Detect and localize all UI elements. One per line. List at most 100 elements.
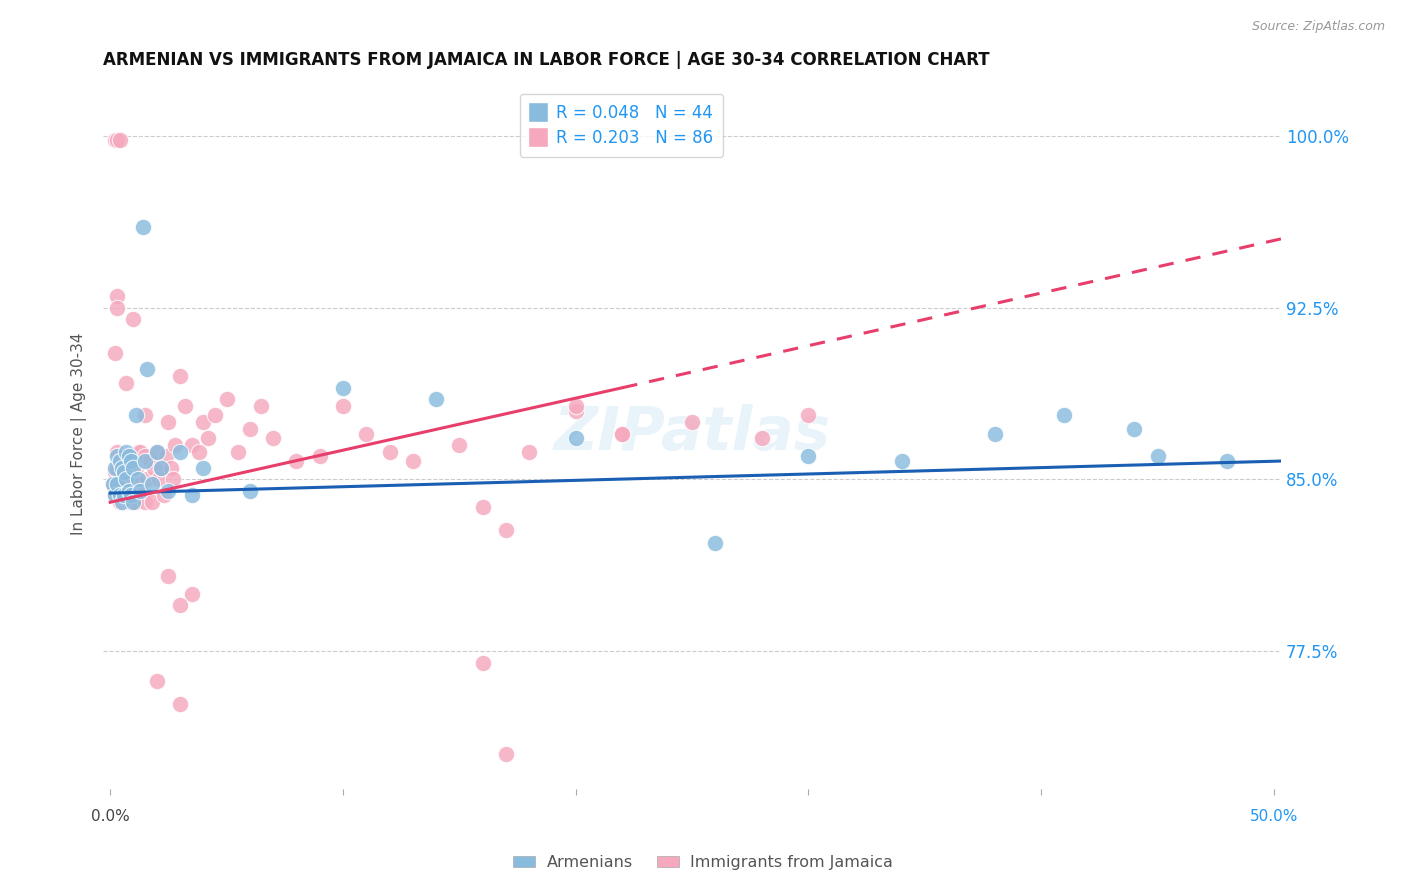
Immigrants from Jamaica	[332, 399, 354, 413]
Armenians	[120, 488, 142, 502]
Immigrants from Jamaica	[105, 445, 128, 459]
Armenians	[115, 445, 138, 459]
Armenians	[141, 477, 163, 491]
Armenians	[136, 362, 159, 376]
Immigrants from Jamaica	[162, 472, 184, 486]
Immigrants from Jamaica	[159, 461, 181, 475]
Armenians	[150, 461, 173, 475]
Immigrants from Jamaica	[118, 495, 141, 509]
Immigrants from Jamaica	[127, 477, 149, 491]
Immigrants from Jamaica	[145, 673, 167, 688]
Immigrants from Jamaica	[139, 454, 162, 468]
Armenians	[122, 495, 145, 509]
Armenians	[118, 450, 141, 464]
Immigrants from Jamaica	[471, 656, 494, 670]
Immigrants from Jamaica	[152, 488, 174, 502]
Immigrants from Jamaica	[239, 422, 262, 436]
Immigrants from Jamaica	[101, 477, 124, 491]
Armenians	[111, 461, 134, 475]
Immigrants from Jamaica	[285, 454, 308, 468]
Armenians	[890, 454, 912, 468]
Immigrants from Jamaica	[187, 445, 209, 459]
Armenians	[239, 483, 262, 498]
Immigrants from Jamaica	[681, 415, 703, 429]
Immigrants from Jamaica	[122, 454, 145, 468]
Armenians	[157, 483, 180, 498]
Immigrants from Jamaica	[134, 409, 156, 423]
Immigrants from Jamaica	[104, 133, 127, 147]
Immigrants from Jamaica	[111, 477, 134, 491]
Immigrants from Jamaica	[125, 495, 148, 509]
Immigrants from Jamaica	[104, 488, 127, 502]
Immigrants from Jamaica	[797, 409, 820, 423]
Armenians	[564, 431, 586, 445]
Armenians	[104, 488, 127, 502]
Immigrants from Jamaica	[129, 445, 152, 459]
Immigrants from Jamaica	[173, 399, 195, 413]
Armenians	[332, 381, 354, 395]
Text: 50.0%: 50.0%	[1250, 809, 1298, 824]
Immigrants from Jamaica	[612, 426, 634, 441]
Armenians	[125, 409, 148, 423]
Immigrants from Jamaica	[111, 454, 134, 468]
Immigrants from Jamaica	[250, 399, 273, 413]
Immigrants from Jamaica	[148, 472, 170, 486]
Immigrants from Jamaica	[612, 426, 634, 441]
Armenians	[1053, 409, 1076, 423]
Armenians	[127, 472, 149, 486]
Text: ARMENIAN VS IMMIGRANTS FROM JAMAICA IN LABOR FORCE | AGE 30-34 CORRELATION CHART: ARMENIAN VS IMMIGRANTS FROM JAMAICA IN L…	[103, 51, 990, 69]
Armenians	[108, 488, 131, 502]
Armenians	[1123, 422, 1146, 436]
Immigrants from Jamaica	[134, 450, 156, 464]
Immigrants from Jamaica	[204, 409, 226, 423]
Armenians	[704, 536, 727, 550]
Immigrants from Jamaica	[120, 495, 142, 509]
Armenians	[134, 454, 156, 468]
Armenians	[105, 477, 128, 491]
Immigrants from Jamaica	[197, 431, 219, 445]
Immigrants from Jamaica	[105, 133, 128, 147]
Armenians	[145, 445, 167, 459]
Armenians	[118, 483, 141, 498]
Armenians	[180, 488, 202, 502]
Immigrants from Jamaica	[132, 454, 155, 468]
Immigrants from Jamaica	[115, 450, 138, 464]
Immigrants from Jamaica	[193, 415, 215, 429]
Armenians	[104, 461, 127, 475]
Legend: R = 0.048   N = 44, R = 0.203   N = 86: R = 0.048 N = 44, R = 0.203 N = 86	[520, 94, 723, 157]
Immigrants from Jamaica	[169, 599, 191, 613]
Immigrants from Jamaica	[115, 477, 138, 491]
Immigrants from Jamaica	[564, 399, 586, 413]
Immigrants from Jamaica	[141, 495, 163, 509]
Immigrants from Jamaica	[165, 438, 187, 452]
Immigrants from Jamaica	[118, 461, 141, 475]
Armenians	[193, 461, 215, 475]
Immigrants from Jamaica	[104, 466, 127, 480]
Legend: Armenians, Immigrants from Jamaica: Armenians, Immigrants from Jamaica	[506, 849, 900, 877]
Immigrants from Jamaica	[105, 289, 128, 303]
Text: 0.0%: 0.0%	[91, 809, 129, 824]
Immigrants from Jamaica	[112, 488, 135, 502]
Armenians	[425, 392, 447, 407]
Immigrants from Jamaica	[112, 461, 135, 475]
Armenians	[120, 454, 142, 468]
Immigrants from Jamaica	[105, 461, 128, 475]
Immigrants from Jamaica	[120, 472, 142, 486]
Immigrants from Jamaica	[145, 445, 167, 459]
Immigrants from Jamaica	[471, 500, 494, 514]
Immigrants from Jamaica	[143, 461, 166, 475]
Armenians	[1146, 450, 1168, 464]
Immigrants from Jamaica	[262, 431, 284, 445]
Armenians	[115, 472, 138, 486]
Immigrants from Jamaica	[125, 461, 148, 475]
Immigrants from Jamaica	[129, 477, 152, 491]
Armenians	[108, 454, 131, 468]
Armenians	[1216, 454, 1239, 468]
Immigrants from Jamaica	[108, 477, 131, 491]
Immigrants from Jamaica	[564, 403, 586, 417]
Immigrants from Jamaica	[215, 392, 238, 407]
Immigrants from Jamaica	[226, 445, 249, 459]
Immigrants from Jamaica	[517, 445, 540, 459]
Immigrants from Jamaica	[157, 415, 180, 429]
Armenians	[112, 466, 135, 480]
